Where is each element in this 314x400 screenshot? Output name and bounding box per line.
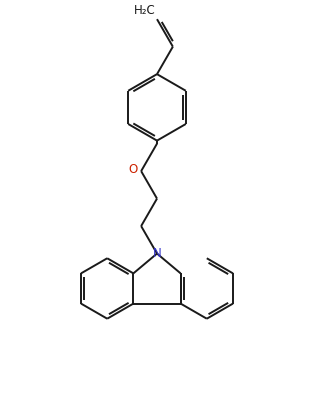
Text: N: N (153, 247, 161, 260)
Text: O: O (128, 163, 137, 176)
Text: H₂C: H₂C (134, 4, 155, 17)
